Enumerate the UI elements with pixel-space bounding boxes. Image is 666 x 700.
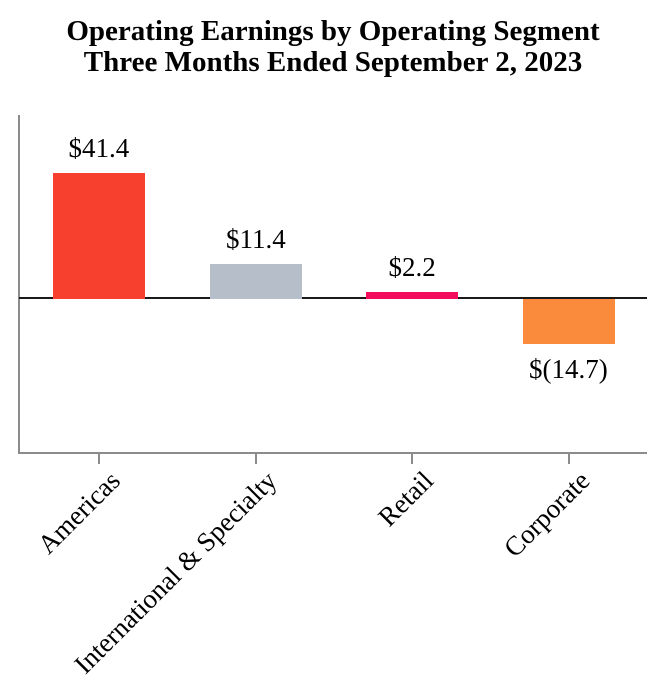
value-label-americas: $41.4 — [68, 133, 130, 164]
bar-retail — [366, 292, 458, 299]
x-tick-americas — [98, 453, 100, 464]
category-label-retail: Retail — [371, 465, 439, 533]
chart-title: Operating Earnings by Operating Segment — [66, 15, 600, 47]
x-tick-international-specialty — [255, 453, 257, 464]
category-label-americas: Americas — [31, 465, 126, 560]
zero-baseline — [19, 297, 647, 299]
x-tick-corporate — [567, 453, 570, 464]
bar-americas — [53, 173, 145, 299]
y-axis-line — [18, 115, 20, 454]
x-axis-line — [18, 452, 647, 454]
value-label-international-specialty: $11.4 — [226, 224, 286, 255]
category-label-corporate: Corporate — [497, 465, 596, 563]
value-label-retail: $2.2 — [388, 252, 436, 283]
chart-subtitle: Three Months Ended September 2, 2023 — [83, 46, 583, 78]
x-tick-retail — [411, 453, 413, 464]
value-label-corporate: $(14.7) — [529, 353, 608, 384]
bar-corporate — [522, 299, 615, 344]
bar-international-specialty — [210, 264, 302, 299]
